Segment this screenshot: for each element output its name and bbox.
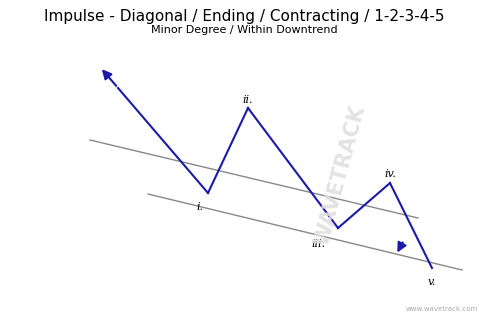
Text: Impulse - Diagonal / Ending / Contracting / 1-2-3-4-5: Impulse - Diagonal / Ending / Contractin… [44,8,444,23]
Text: i.: i. [197,202,203,212]
Text: Minor Degree / Within Downtrend: Minor Degree / Within Downtrend [151,25,337,35]
Text: v.: v. [428,277,436,287]
Text: ii.: ii. [243,95,253,105]
Text: www.wavetrack.com: www.wavetrack.com [406,306,478,312]
Text: iii.: iii. [311,239,325,249]
Text: WAVETRACK: WAVETRACK [311,102,368,247]
Text: iv.: iv. [384,169,396,179]
